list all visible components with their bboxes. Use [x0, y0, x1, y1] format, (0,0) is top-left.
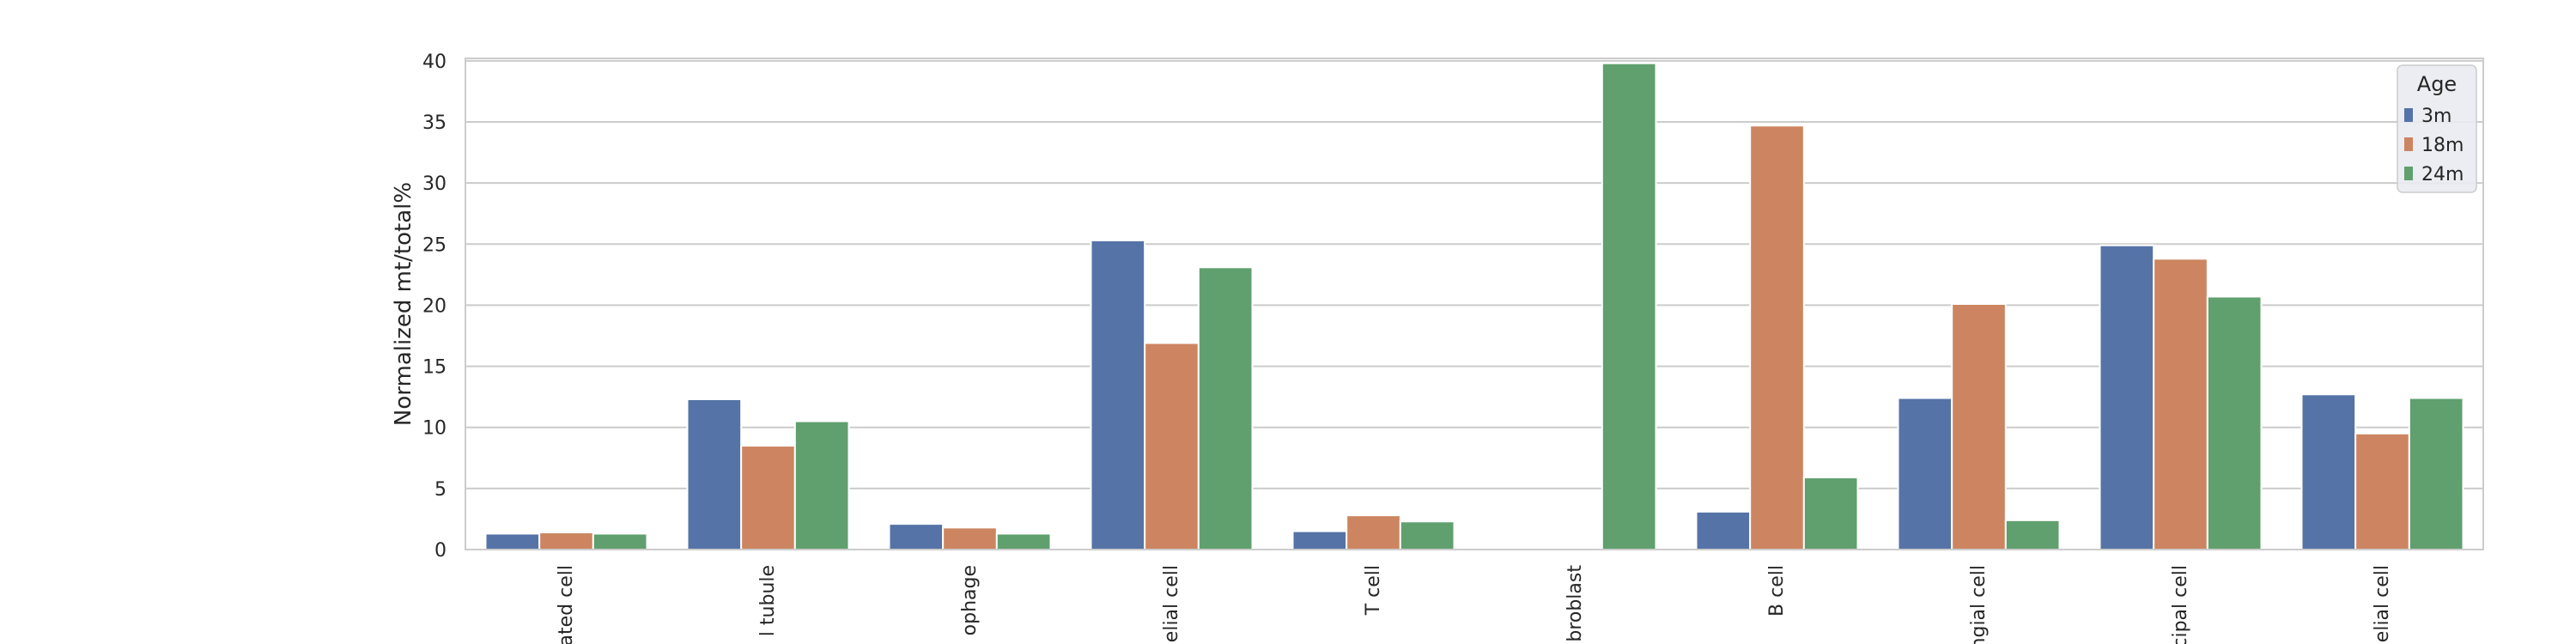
x-tick-labels: ated cell l tubule ophage elial cell T cell b… [556, 565, 2393, 644]
y-tick-label: 25 [422, 234, 447, 256]
y-tick-label: 20 [422, 295, 447, 317]
y-tick-label: 30 [422, 173, 447, 195]
bar-18m-4 [1346, 514, 1401, 550]
y-tick-label: 5 [434, 479, 447, 501]
y-tick-labels: 0 5 10 15 20 25 30 35 40 [422, 52, 447, 562]
x-tick-label: ated cell [556, 565, 577, 644]
bar-24m-1 [793, 420, 850, 550]
y-tick-label: 10 [422, 418, 447, 440]
bar-3m-1 [686, 398, 743, 550]
y-tick-label: 15 [422, 357, 447, 379]
bar-3m-8 [2099, 244, 2155, 550]
legend-label-3m: 3m [2421, 106, 2451, 127]
x-tick-label: cipal cell [2170, 565, 2191, 644]
y-tick-label: 35 [422, 112, 447, 134]
y-tick-label: 40 [422, 52, 447, 73]
bar-3m-6 [1695, 510, 1752, 551]
bar-3m-9 [2300, 393, 2357, 550]
legend-swatch-18m [2404, 137, 2413, 151]
legend-swatch-3m [2404, 108, 2413, 122]
bar-3m-0 [484, 532, 541, 551]
x-tick-label: broblast [1564, 565, 1586, 642]
bar-18m-3 [1144, 342, 1200, 551]
bar-24m-5 [1601, 62, 1657, 551]
legend-items: 3m 18m 24m [2404, 106, 2464, 185]
x-tick-label: T cell [1363, 565, 1384, 616]
bar-3m-7 [1897, 397, 1953, 550]
bar-24m-3 [1197, 266, 1254, 550]
legend-label-18m: 18m [2421, 135, 2464, 156]
legend-swatch-24m [2404, 167, 2413, 180]
bar-18m-7 [1951, 303, 2007, 550]
bar-24m-2 [995, 532, 1052, 551]
bar-24m-0 [592, 532, 648, 551]
x-tick-label: B cell [1766, 565, 1788, 617]
bar-24m-8 [2206, 295, 2263, 550]
legend-box [2397, 64, 2477, 193]
legend-title: Age [2417, 72, 2457, 96]
bar-18m-6 [1749, 125, 1805, 551]
x-tick-label: ophage [959, 565, 981, 635]
legend-label-24m: 24m [2421, 164, 2464, 185]
x-tick-label: ngial cell [1968, 565, 1990, 644]
bar-18m-1 [740, 445, 796, 551]
x-tick-label: elial cell [1161, 565, 1182, 642]
bar-3m-2 [888, 523, 945, 550]
bar-3m-4 [1291, 530, 1348, 551]
x-tick-label: elial cell [2372, 565, 2393, 642]
legend: Age 3m 18m 24m [2397, 64, 2477, 193]
bar-18m-9 [2354, 432, 2410, 550]
x-tick-label: l tubule [757, 565, 779, 636]
plot-frame [465, 58, 2484, 550]
bar-3m-3 [1090, 240, 1146, 550]
bar-24m-9 [2408, 397, 2464, 550]
y-tick-label: 0 [434, 540, 447, 562]
y-axis-label: Normalized mt/total% [391, 182, 416, 426]
bar-24m-4 [1399, 520, 1455, 550]
bar-18m-2 [942, 526, 998, 551]
bar-18m-0 [538, 532, 594, 550]
bar-18m-8 [2153, 258, 2208, 550]
bar-24m-7 [2004, 519, 2061, 551]
bar-24m-6 [1802, 477, 1859, 550]
